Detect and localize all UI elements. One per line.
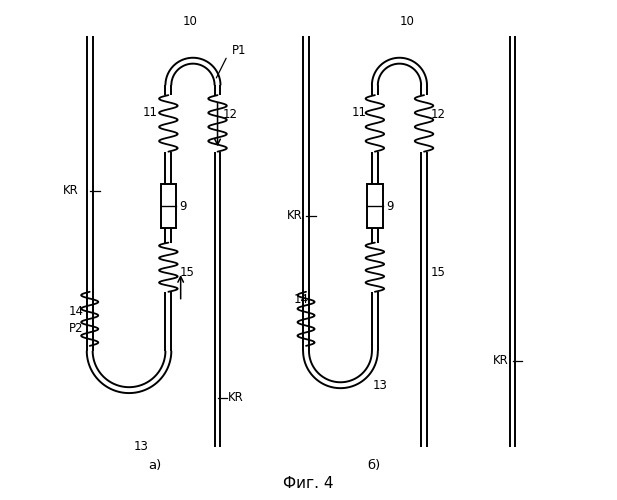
Bar — [160, 184, 176, 228]
Text: KR: KR — [228, 391, 243, 404]
Text: 12: 12 — [223, 108, 238, 122]
Text: 9: 9 — [386, 200, 394, 213]
Text: 12: 12 — [431, 108, 445, 122]
Text: 14: 14 — [294, 292, 308, 306]
Text: б): б) — [368, 459, 381, 472]
Text: 11: 11 — [143, 106, 157, 119]
Text: KR: KR — [288, 209, 303, 222]
Text: P1: P1 — [232, 44, 247, 58]
Text: a): a) — [149, 459, 162, 472]
Text: 10: 10 — [399, 15, 415, 28]
Text: 9: 9 — [179, 200, 187, 213]
Text: KR: KR — [493, 354, 508, 367]
Bar — [367, 184, 383, 228]
Text: 11: 11 — [352, 106, 366, 119]
Text: 15: 15 — [179, 266, 194, 278]
Text: KR: KR — [63, 184, 78, 198]
Text: 14: 14 — [68, 305, 83, 318]
Text: P2: P2 — [68, 322, 83, 335]
Text: Фиг. 4: Фиг. 4 — [283, 476, 334, 491]
Text: 15: 15 — [431, 266, 445, 278]
Text: 13: 13 — [373, 378, 387, 392]
Text: 10: 10 — [183, 15, 198, 28]
Text: 13: 13 — [134, 440, 149, 453]
